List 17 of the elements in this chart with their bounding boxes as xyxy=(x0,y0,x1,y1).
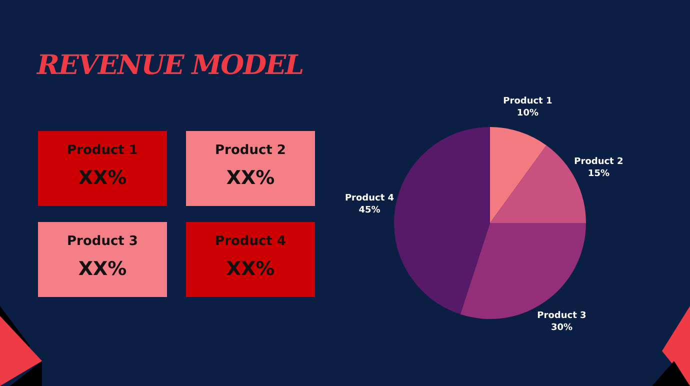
text: XX% xyxy=(226,258,275,280)
slice-label: Product 3 xyxy=(537,311,586,322)
data-label: 45% xyxy=(358,205,380,216)
data-label: 10% xyxy=(516,108,538,118)
category-label: Product 1 xyxy=(66,143,139,158)
category-label: Product 4 xyxy=(214,234,287,249)
text: XX% xyxy=(78,167,127,189)
slice-label: Product 1 xyxy=(503,96,552,106)
slice-label: Product 2 xyxy=(574,156,624,167)
data-label: 30% xyxy=(550,323,572,334)
category-label: Product 3 xyxy=(66,234,139,249)
text: XX% xyxy=(226,167,275,189)
slice-label: Product 4 xyxy=(344,193,394,204)
text: XX% xyxy=(78,258,127,280)
data-label: 15% xyxy=(588,168,610,179)
category-label: Product 2 xyxy=(214,143,287,158)
text: REVENUE MODEL xyxy=(37,50,304,81)
